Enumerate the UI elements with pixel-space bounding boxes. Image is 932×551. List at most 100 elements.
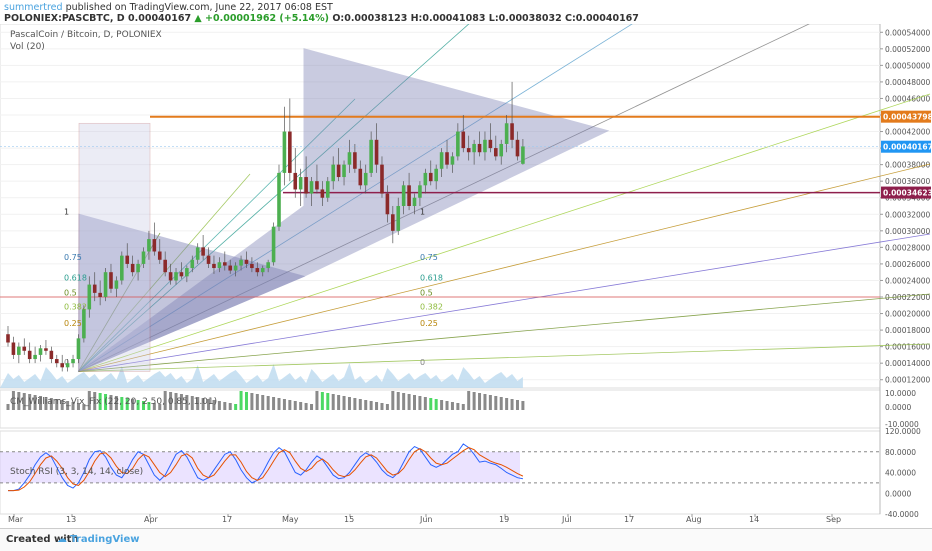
candle-body bbox=[472, 143, 476, 153]
fib-level-label: 0.618 bbox=[420, 273, 443, 282]
tradingview-logo[interactable]: ☁ TradingView bbox=[57, 534, 140, 545]
price-tick-label: 0.00018000 bbox=[885, 326, 931, 335]
candle-body bbox=[109, 272, 113, 289]
candle-body bbox=[488, 139, 493, 149]
chart-svg[interactable]: 0.00054000 0.00052000 0.00050000 0.00048000… bbox=[0, 13, 932, 527]
cm-bar bbox=[93, 392, 97, 410]
candle-body bbox=[483, 139, 487, 153]
cm-bar bbox=[467, 391, 471, 410]
candle-body bbox=[217, 262, 222, 269]
volume-legend: Vol (20) bbox=[10, 42, 45, 52]
fib-level-label: 0.25 bbox=[64, 319, 82, 328]
candle-body bbox=[244, 259, 249, 264]
cm-bar bbox=[434, 399, 438, 410]
cm-bar bbox=[320, 392, 324, 410]
candle-body bbox=[363, 172, 368, 186]
created-with: Created with bbox=[6, 534, 79, 545]
candle-body bbox=[114, 280, 119, 289]
candle-body bbox=[353, 152, 357, 169]
candle-body bbox=[271, 226, 276, 263]
symbol-info: POLONIEX:PASCBTC, D 0.00040167 ▲ +0.0000… bbox=[4, 13, 639, 24]
candle-body bbox=[439, 152, 444, 169]
cm-bar bbox=[179, 394, 183, 410]
candle-body bbox=[195, 247, 200, 260]
candle-body bbox=[185, 268, 189, 277]
chart-area[interactable]: 0.00054000 0.00052000 0.00050000 0.00048000… bbox=[0, 13, 932, 527]
cm-bar bbox=[288, 400, 292, 410]
cm-bar bbox=[207, 399, 211, 410]
price-tick-label: 0.00014000 bbox=[885, 359, 931, 368]
cm-bar bbox=[131, 399, 135, 410]
cm-bar bbox=[445, 401, 449, 410]
candle-body bbox=[157, 251, 162, 260]
candle-body bbox=[521, 146, 525, 164]
candle-body bbox=[141, 251, 146, 264]
candle-body bbox=[103, 272, 108, 297]
candle-body bbox=[369, 139, 373, 173]
cm-bar bbox=[353, 398, 357, 410]
fib-level-label: 0 bbox=[420, 358, 425, 367]
stoch-axis-label: 0.0000 bbox=[885, 489, 911, 498]
candle-body bbox=[228, 265, 233, 271]
fib-level-label: 0.75 bbox=[64, 253, 82, 262]
candle-body bbox=[266, 262, 270, 269]
author-link[interactable]: summertred bbox=[4, 2, 63, 13]
fib-level-label: 1 bbox=[64, 207, 69, 216]
candle-body bbox=[298, 177, 303, 190]
candle-body bbox=[477, 143, 482, 153]
fib-level-label: 0.382 bbox=[420, 302, 443, 311]
cm-bar bbox=[450, 402, 454, 410]
cm-bar bbox=[499, 397, 503, 410]
cm-bar bbox=[244, 392, 248, 410]
cm-bar bbox=[358, 399, 362, 410]
price-tick-label: 0.00052000 bbox=[885, 45, 931, 54]
cm-bar bbox=[109, 395, 113, 410]
time-tick-label: 19 bbox=[499, 515, 509, 524]
time-tick-label: 17 bbox=[222, 515, 232, 524]
price-tick-label: 0.00024000 bbox=[885, 276, 931, 285]
price-badge bbox=[881, 186, 931, 199]
cm-axis-label: -10.0000 bbox=[885, 420, 919, 429]
cm-bar bbox=[217, 401, 221, 410]
volume-area bbox=[0, 363, 523, 388]
cm-bar bbox=[266, 396, 270, 410]
candle-body bbox=[11, 342, 16, 355]
fib-level-label: 0 bbox=[64, 358, 69, 367]
candle-body bbox=[255, 268, 260, 273]
candle-body bbox=[98, 292, 102, 297]
candle-body bbox=[163, 259, 167, 273]
candle-body bbox=[60, 363, 64, 368]
gann-fan-line bbox=[78, 233, 931, 372]
stoch-legend: Stoch RSI (3, 3, 14, 14, close) bbox=[10, 467, 144, 477]
candle-body bbox=[423, 172, 428, 186]
candle-body bbox=[412, 197, 417, 206]
candle-body bbox=[87, 284, 92, 310]
cm-bar bbox=[423, 397, 427, 410]
candle-body bbox=[407, 185, 411, 206]
cm-bar bbox=[114, 396, 118, 410]
candle-body bbox=[515, 139, 520, 157]
cm-legend: CM_Williams_Vix_Fix (22, 20, 2.50, 0.85,… bbox=[10, 397, 218, 407]
cm-bar bbox=[337, 395, 341, 410]
cm-bar bbox=[418, 396, 422, 410]
cm-bar bbox=[39, 396, 43, 410]
candle-body bbox=[71, 359, 75, 364]
candle-body bbox=[38, 348, 43, 355]
candle-body bbox=[450, 156, 455, 165]
candle-body bbox=[168, 272, 173, 281]
cm-bar bbox=[120, 397, 124, 410]
cm-bar bbox=[234, 404, 238, 410]
price-badge-label: 0.00043798 bbox=[883, 113, 932, 122]
cm-bar bbox=[505, 398, 509, 410]
cm-bar bbox=[342, 396, 346, 410]
cm-bar bbox=[104, 394, 108, 410]
candle-body bbox=[445, 152, 449, 165]
ohlc-values: O:0.00038123 H:0.00041083 L:0.00038032 C… bbox=[332, 13, 639, 24]
candle-body bbox=[374, 139, 379, 165]
gann-fan-line bbox=[78, 98, 356, 372]
cm-bar bbox=[440, 400, 444, 410]
fib-box bbox=[78, 122, 151, 372]
cm-bar bbox=[239, 391, 243, 410]
cm-bar bbox=[277, 398, 281, 410]
cm-bar bbox=[391, 391, 395, 410]
